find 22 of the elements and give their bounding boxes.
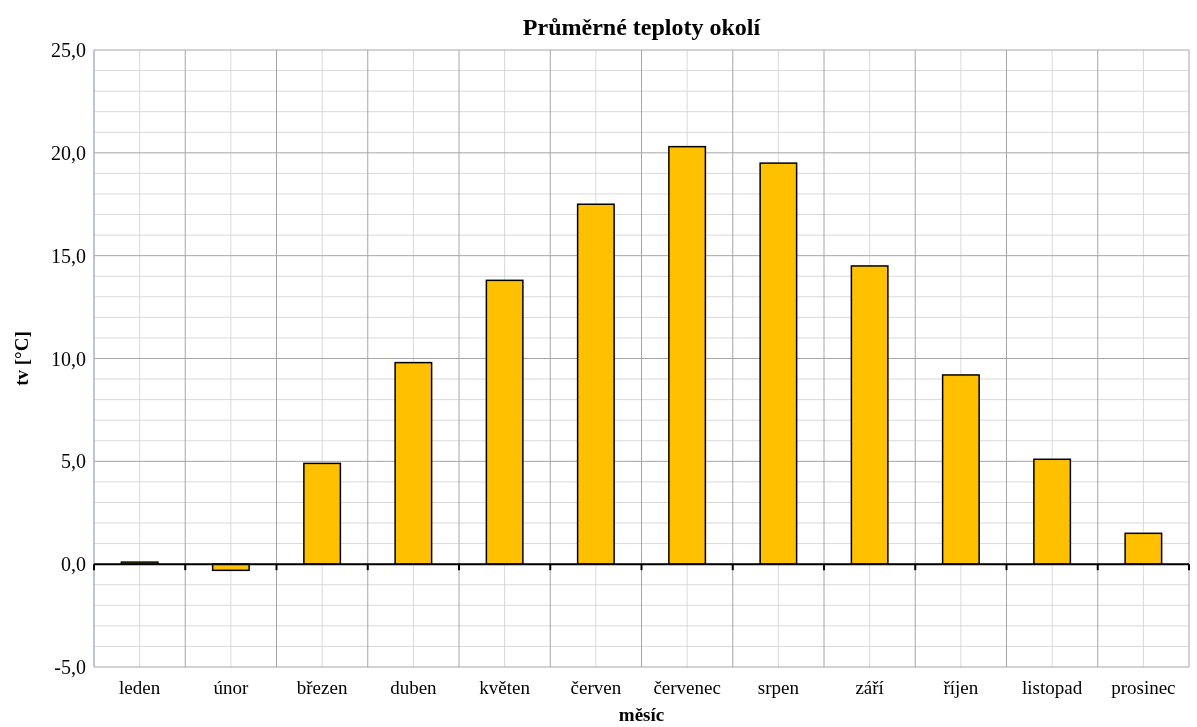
x-tick-label: červenec	[653, 677, 721, 698]
y-tick-label: 20,0	[51, 141, 86, 164]
x-tick-label: říjen	[943, 677, 979, 698]
y-tick-label: 10,0	[51, 347, 86, 370]
x-tick-label: leden	[119, 677, 161, 698]
x-tick-label: únor	[213, 677, 249, 698]
x-tick-label: březen	[296, 677, 348, 698]
y-tick-label: 15,0	[51, 244, 86, 267]
x-tick-label: srpen	[757, 677, 800, 698]
y-tick-label: -5,0	[54, 656, 86, 678]
y-tick-label: 0,0	[61, 553, 86, 576]
x-tick-label: prosinec	[1111, 677, 1176, 698]
x-tick-label: duben	[390, 677, 438, 698]
x-tick-label: květen	[479, 677, 531, 698]
x-tick-label: červen	[570, 677, 622, 698]
y-tick-label: 25,0	[51, 39, 86, 61]
x-tick-label: listopad	[1022, 677, 1083, 698]
x-tick-label: září	[855, 677, 885, 698]
x-axis-title: měsíc	[618, 704, 665, 725]
chart-title: Průměrné teploty okolí	[522, 14, 761, 40]
y-axis-title: tv [°C]	[11, 331, 32, 386]
y-tick-label: 5,0	[61, 450, 86, 473]
